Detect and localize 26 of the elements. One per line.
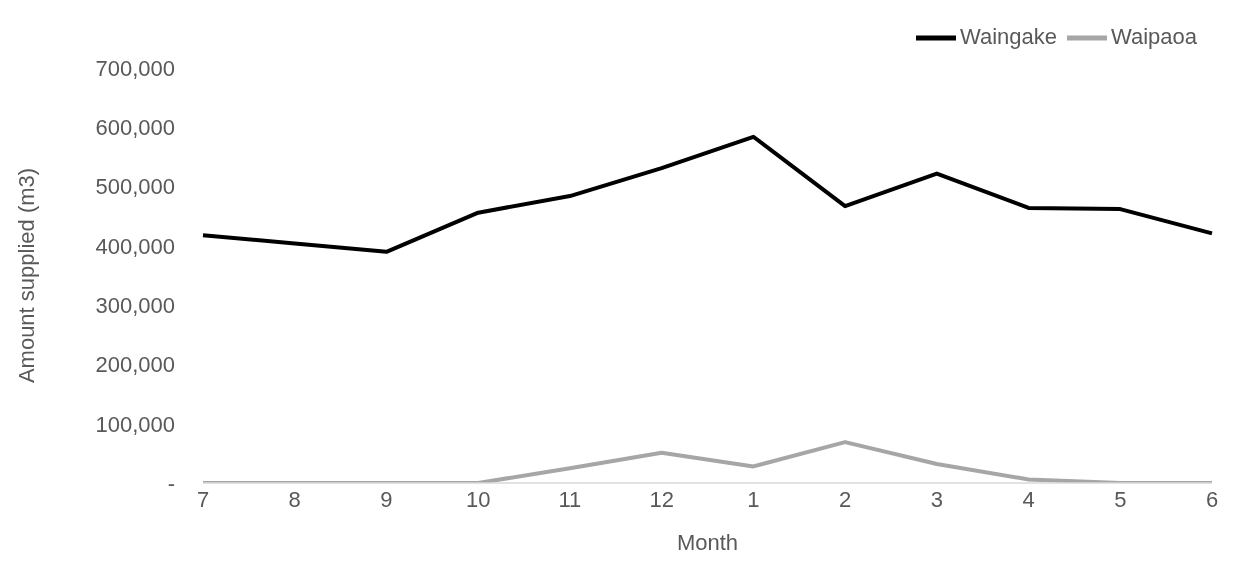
y-tick-label: 500,000 xyxy=(95,174,175,200)
x-tick-label: 7 xyxy=(196,486,210,512)
y-tick-label: 400,000 xyxy=(95,233,175,259)
y-tick-label: 100,000 xyxy=(95,411,175,437)
y-tick-label: 700,000 xyxy=(95,55,175,81)
x-tick-label: 8 xyxy=(288,486,301,512)
y-tick-label: 600,000 xyxy=(95,115,175,141)
y-tick-label: - xyxy=(167,470,175,496)
x-tick-label: 10 xyxy=(465,486,491,512)
x-tick-label: 2 xyxy=(838,486,852,512)
x-tick-label: 11 xyxy=(558,486,582,512)
x-tick-label: 5 xyxy=(1114,486,1127,512)
legend-label: Waipaoa xyxy=(1110,23,1197,49)
x-tick-label: 3 xyxy=(930,486,943,512)
x-tick-label: 12 xyxy=(649,486,674,512)
x-tick-label: 1 xyxy=(747,486,760,512)
legend-label: Waingake xyxy=(959,23,1057,49)
x-tick-label: 6 xyxy=(1205,486,1219,512)
line-series xyxy=(201,440,1214,483)
y-tick-label: 300,000 xyxy=(95,292,175,318)
y-axis-title: Amount supplied (m3) xyxy=(13,167,39,384)
x-axis-title: Month xyxy=(676,530,739,555)
x-tick-label: 9 xyxy=(380,486,393,512)
line-series xyxy=(201,134,1214,254)
x-tick-label: 4 xyxy=(1022,486,1035,512)
y-tick-label: 200,000 xyxy=(95,352,175,378)
